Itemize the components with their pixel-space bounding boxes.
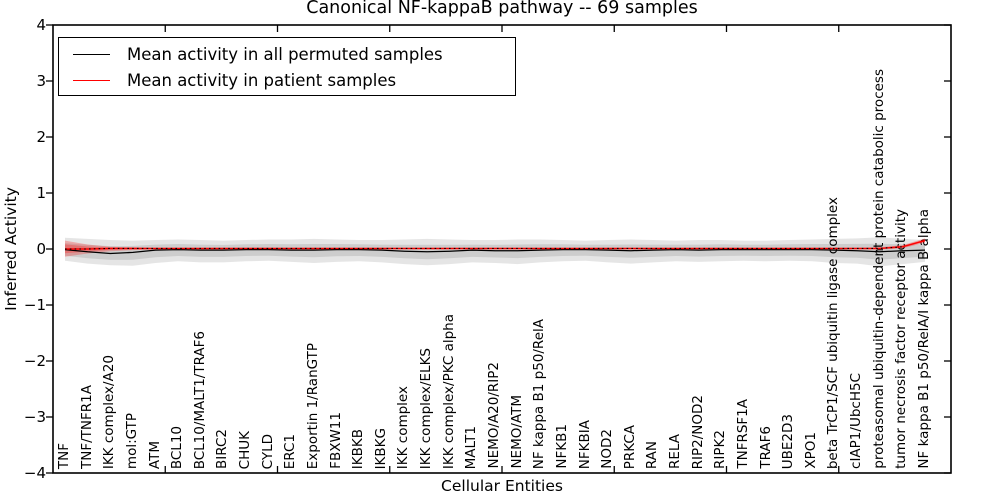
x-tick-label: TNF <box>56 442 72 469</box>
y-tick-label: −2 <box>23 352 46 370</box>
x-tick-label: CHUK <box>237 430 254 469</box>
legend-label-permuted: Mean activity in all permuted samples <box>127 44 443 64</box>
x-tick-label: NFKB1 <box>553 424 570 469</box>
x-tick-label: CYLD <box>259 433 276 469</box>
x-tick-label: RIP2/NOD2 <box>689 394 706 469</box>
x-tick-label: XPO1 <box>802 432 819 469</box>
y-tick-label: 3 <box>36 72 46 90</box>
x-tick-label: NFKBIA <box>576 419 593 469</box>
x-tick-label: NEMO/A20/RIP2 <box>486 362 502 469</box>
x-tick-label: proteasomal ubiquitin-dependent protein … <box>870 69 887 469</box>
x-tick-label: PRKCA <box>621 424 638 469</box>
x-tick-label: NF kappa B1 p50/RelA/I kappa B alpha <box>916 209 932 469</box>
x-tick-label: ERC1 <box>282 433 299 469</box>
x-tick-label: IKK complex <box>395 385 412 469</box>
x-tick-label: TRAF6 <box>757 426 774 469</box>
x-tick-label: RIPK2 <box>712 430 729 469</box>
x-tick-label: Exportin 1/RanGTP <box>304 342 321 469</box>
y-tick-label: 4 <box>36 16 46 34</box>
x-tick-label: NOD2 <box>599 429 616 469</box>
x-tick-label: UBE2D3 <box>780 413 797 469</box>
x-tick-label: BCL10 <box>169 425 186 469</box>
x-tick-label: IKBKB <box>350 428 367 469</box>
x-tick-label: BIRC2 <box>214 429 231 469</box>
x-tick-label: NF kappa B1 p50/RelA <box>531 318 548 469</box>
x-tick-label: BCL10/MALT1/TRAF6 <box>191 330 208 469</box>
x-tick-label: IKK complex/A20 <box>101 354 118 469</box>
x-tick-label: RAN <box>644 440 661 469</box>
x-tick-label: IKBKG <box>372 427 389 469</box>
x-tick-label: beta TrCP1/SCF ubiquitin ligase complex <box>825 196 842 469</box>
legend-item-permuted: Mean activity in all permuted samples <box>59 41 515 67</box>
x-tick-label: tumor necrosis factor receptor activity <box>893 209 910 469</box>
x-tick-label: IKK complex/ELKS <box>418 347 435 469</box>
legend-label-patient: Mean activity in patient samples <box>127 70 397 90</box>
x-tick-label: FBXW11 <box>327 412 344 469</box>
y-tick-label: −4 <box>23 464 46 482</box>
y-tick-label: 2 <box>36 128 46 146</box>
x-tick-label: ATM <box>146 440 163 469</box>
x-tick-label: TNF/TNFR1A <box>78 385 95 469</box>
chart-title: Canonical NF-kappaB pathway -- 69 sample… <box>306 0 698 18</box>
x-tick-label: MALT1 <box>463 425 480 469</box>
y-tick-label: −3 <box>23 408 46 426</box>
x-tick-label: NEMO/ATM <box>508 395 525 469</box>
patient-line-swatch <box>73 79 110 81</box>
x-tick-label: mol:GTP <box>123 412 140 469</box>
x-tick-label: RELA <box>667 434 684 469</box>
y-tick-label: 1 <box>36 184 46 202</box>
legend: Mean activity in all permuted samples Me… <box>58 37 516 96</box>
y-tick-label: 0 <box>36 240 46 258</box>
legend-item-patient: Mean activity in patient samples <box>59 67 515 93</box>
x-tick-label: cIAP1/UbcH5C <box>848 373 865 469</box>
x-axis-label: Cellular Entities <box>441 477 563 495</box>
y-tick-label: −1 <box>23 296 46 314</box>
x-tick-label: TNFRSF1A <box>734 399 751 469</box>
x-tick-label: IKK complex/PKC alpha <box>440 313 457 469</box>
permuted-line-swatch <box>73 53 110 55</box>
